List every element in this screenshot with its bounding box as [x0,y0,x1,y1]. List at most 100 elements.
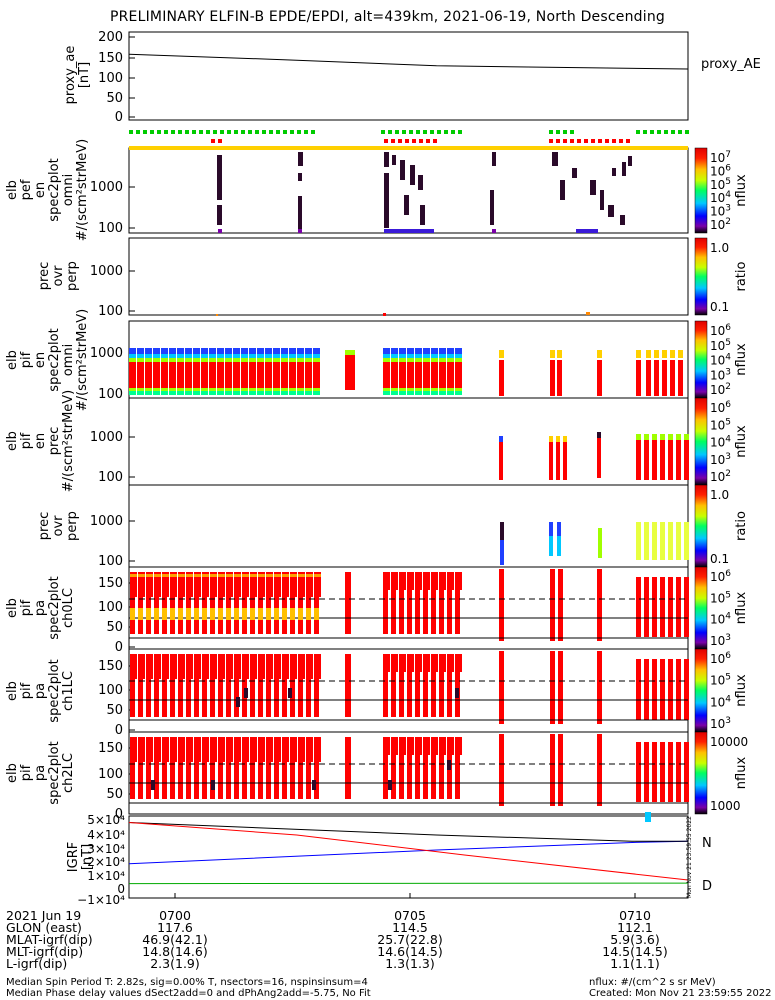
pa-cell-ch0 [194,608,199,620]
y-axis-label: perp [65,511,80,541]
pa-cell-ch0 [290,608,295,620]
pa-cell-ch2 [242,762,247,799]
pa-cell-ch0 [130,574,137,577]
epdi-ratio-cell [500,522,504,540]
ephemeris-row-label: GLON (east) [6,920,82,935]
pa-cell-ch1 [218,679,223,717]
pa-cell-ch1 [636,659,641,720]
epdi-prec-cell [652,434,657,440]
colorbar-label: 104 [710,612,731,627]
epdi-omni-cell [399,348,406,354]
pa-cell-ch1 [290,679,295,717]
igrf-line [128,840,689,865]
epdi-omni-cell [557,350,562,358]
epdi-omni-cell [654,350,659,358]
footer-spin-period: Median Spin Period T: 2.82s, sig=0.00% T… [6,977,368,988]
spin-marker [444,130,448,134]
spin-marker [402,130,406,134]
epdi-omni-cell [399,354,406,358]
epdi-omni-cell [225,388,232,391]
pa-cell-ch1 [154,654,161,679]
ratio-cell [216,314,218,316]
y-tick-label: 0 [115,640,123,655]
pa-cell-ch2 [210,737,217,762]
y-tick-label: 50 [106,620,123,635]
pa-cell-ch2 [423,737,430,755]
pa-cell-ch0 [130,608,135,620]
epdi-omni-cell [161,354,168,358]
epdi-omni-cell [431,348,438,354]
epdi-omni-cell [423,354,430,358]
epde-omni-cell [218,229,222,233]
epdi-omni-cell [137,388,144,391]
epde-omni-cell [492,152,496,166]
pa-cell-ch0 [226,608,231,620]
spin-marker [143,130,147,134]
epdi-omni-cell [169,362,176,388]
pa-cell-ch0 [154,608,159,620]
y-tick-label: 150 [98,51,123,66]
pa-cell-ch0 [391,590,396,634]
y-axis-label: pa [33,683,48,699]
pa-cell-ch1 [170,679,175,717]
pa-cell-ch2 [211,780,215,790]
epdi-omni-cell [281,388,288,391]
spin-marker [199,130,203,134]
pa-cell-ch2 [407,737,414,755]
pa-cell-ch0 [258,572,265,597]
epdi-omni-cell [249,354,256,358]
spin-marker [290,130,294,134]
y-axis-label: pa [33,600,48,616]
spin-marker [563,139,567,143]
epdi-omni-cell [201,354,208,358]
epdi-omni-cell [241,348,248,354]
y-tick-label: 150 [98,576,123,591]
colorbar-label: 106 [710,651,731,666]
spin-marker [262,130,266,134]
epdi-omni-cell [161,362,168,388]
pa-cell-ch0 [250,608,255,620]
pa-cell-ch0 [274,572,281,597]
pa-cell-ch2 [298,762,303,799]
pa-cell-ch2 [194,737,201,762]
epdi-omni-cell [249,358,256,362]
epde-omni-cell [384,152,389,167]
y-tick-label: 0 [117,882,125,896]
pa-cell-ch1 [274,654,281,679]
pa-cell-ch0 [146,572,153,597]
epdi-omni-cell [145,354,152,358]
spin-marker [423,130,427,134]
pa-cell-ch1 [558,651,563,724]
colorbar [694,731,708,815]
pa-cell-ch0 [282,574,289,577]
epdi-omni-cell [233,362,240,388]
pa-cell-ch1 [455,688,459,698]
pa-cell-ch0 [234,574,241,577]
epde-omni-cell [608,205,614,217]
spin-marker [391,139,395,143]
pa-cell-ch2 [151,780,155,790]
epdi-omni-cell [305,391,312,395]
epdi-omni-cell [249,348,256,354]
epdi-omni-cell [273,354,280,358]
pa-cell-ch2 [645,812,651,822]
epdi-omni-cell [313,348,320,354]
spin-marker [570,139,574,143]
panel-frame-epdi_ratio [128,484,689,568]
epdi-omni-cell [289,388,296,391]
epdi-omni-cell [447,388,454,391]
pa-cell-ch1 [447,672,452,717]
epdi-omni-cell [399,358,406,362]
ephemeris-value: 114.5 [392,920,428,935]
pa-cell-ch0 [644,577,649,637]
spin-marker [241,130,245,134]
pa-cell-ch0 [455,572,462,590]
epdi-omni-cell [646,350,651,358]
pa-cell-ch0 [242,574,249,577]
colorbar-label: 0.1 [710,300,729,314]
epdi-omni-cell [209,354,216,358]
epdi-omni-cell [225,362,232,388]
pa-cell-ch1 [676,659,681,720]
colorbar [694,397,708,486]
epdi-omni-cell [177,391,184,395]
